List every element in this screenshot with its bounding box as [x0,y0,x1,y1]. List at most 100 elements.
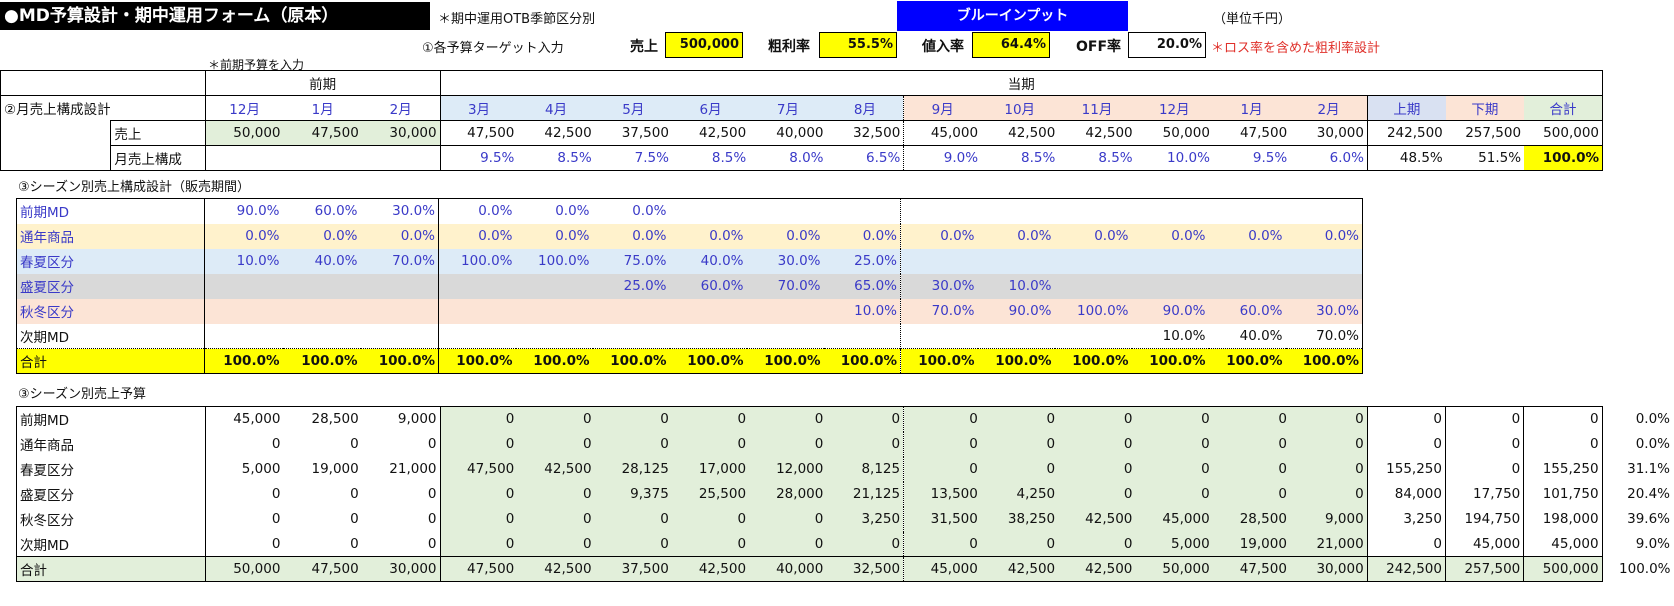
season-mix-cell: 40.0% [669,248,747,274]
sales-cell: 500,000 [1524,120,1604,146]
budget-cell: 0 [1058,456,1136,482]
season-mix-cell [592,298,670,324]
season-mix-cell [204,323,283,349]
budget-label: 盛夏区分 [16,481,206,507]
season-mix-cell: 30.0% [746,248,824,274]
season-mix-cell [515,273,593,299]
season-mix-total-cell: 100.0% [900,348,978,374]
off-rate-input[interactable]: 20.0% [1128,32,1206,58]
budget-cell: 0 [517,481,595,507]
budget-cell: 0 [439,431,518,457]
budget-cell: 5,000 [1135,531,1213,557]
month-header: 9月 [903,95,982,121]
budget-cell: 9,000 [1289,506,1368,532]
season-mix-cell: 0.0% [360,223,439,249]
budget-total-cell: 47,500 [283,556,362,582]
budget-cell: 45,000 [204,406,284,432]
budget-cell: 0 [350,486,359,502]
monthly-section-label: ②月売上構成設計 [0,95,206,121]
budget-total-cell: 42,500 [517,556,595,582]
season-mix-cell [1285,198,1363,224]
month-header: 12月 [1135,95,1213,121]
budget-cell: 25,500 [671,481,750,507]
budget-cell: 0 [517,531,595,557]
season-mix-table: 前期MD 90.0% 60.0% 30.0% 0.0% 0.0% 0.0% 通年商品 0.0% 0… [16,198,1363,374]
budget-cell: 0 [826,431,904,457]
season-note: ＊期中運用OTB季節区分別 [438,12,596,27]
season-mix-cell: 30.0% [1285,298,1363,324]
sales-target-input[interactable]: 500,000 [665,32,743,58]
season-mix-cell [516,324,593,349]
season-mix-total-cell: 100.0% [282,348,361,374]
season-mix-cell: 0.0% [438,223,516,249]
month-header: 10月 [981,95,1059,121]
season-mix-total-cell: 100.0% [1208,348,1286,374]
budget-cell: 0 [1135,406,1213,432]
budget-total-cell: 47,500 [1212,556,1290,582]
budget-total-cell: 50,000 [1135,556,1213,582]
budget-cell: 28,125 [594,456,672,482]
budget-cell: 0 [903,406,981,432]
sales-cell: 40,000 [749,120,827,146]
budget-cell: 0 [427,436,437,452]
budget-cell: 0 [427,486,437,502]
budget-cell: 3,250 [826,506,904,532]
budget-cell: 0 [427,511,437,527]
budget-cell: 21,000 [389,461,437,477]
sales-cell: 30,000 [1290,120,1368,146]
month-header: 11月 [1058,95,1136,121]
season-mix-row: 通年商品 0.0% 0.0% 0.0% 0.0% 0.0% 0.0% 0.0% 0.0% 0.0%… [16,223,1363,249]
ratio-cell [204,145,284,171]
budget-cell: 0 [980,531,1059,557]
season-mix-total-cell: 100.0% [592,348,670,374]
prev-budget-note: ＊前期予算を入力 [208,58,305,72]
season-mix-cell [361,324,439,349]
budget-total-label: 合計 [16,556,206,582]
sales-target-label: 売上 [630,39,658,55]
season-mix-cell [360,273,439,299]
month-header: 下期 [1445,95,1525,121]
budget-cell: 0.0% [1635,411,1670,427]
budget-cell: 31,500 [903,506,981,532]
season-mix-cell [1054,198,1132,224]
markup-rate-input[interactable]: 64.4% [972,32,1050,58]
budget-cell: 0 [204,481,284,507]
season-mix-cell: 30.0% [900,273,978,299]
season-mix-cell [746,198,824,224]
season-mix-cell: 0.0% [669,223,747,249]
budget-cell: 0 [980,406,1059,432]
ratio-cell: 8.5% [981,145,1059,171]
season-mix-cell: 70.0% [900,298,978,324]
season-mix-cell [1208,273,1286,299]
sales-cell: 37,500 [594,120,672,146]
season-mix-cell: 0.0% [1131,223,1209,249]
budget-cell: 0 [826,406,904,432]
season-mix-total-label: 合計 [16,348,205,374]
month-header: 1月 [283,95,362,121]
season-mix-total-cell: 100.0% [823,348,901,374]
season-mix-cell: 60.0% [1208,298,1286,324]
budget-cell: 0 [1058,406,1136,432]
budget-cell: 12,000 [749,456,827,482]
ratio-cell: 51.5% [1445,145,1525,171]
sales-row-label: 売上 [110,120,206,146]
ratio-cell: 9.5% [439,145,518,171]
budget-cell: 0 [517,506,595,532]
season-mix-cell: 100.0% [1054,298,1132,324]
monthly-sales-table: 前期 当期 ②月売上構成設計 12月 1月 2月 3月 4月 5月 6月 7月 8月 9月 10月 1… [0,70,1604,171]
season-mix-total-cell: 100.0% [669,348,747,374]
budget-cell: 28,500 [283,406,362,432]
budget-cell: 20.4% [1627,486,1670,502]
gross-margin-input[interactable]: 55.5% [819,32,897,58]
season-mix-cell: 90.0% [204,198,283,224]
season-mix-total-cell: 100.0% [977,348,1055,374]
budget-cell: 17,750 [1445,481,1525,507]
sales-cell: 42,500 [671,120,750,146]
budget-label: 通年商品 [16,431,206,457]
budget-cell: 0 [204,531,284,557]
ratio-cell: 7.5% [594,145,672,171]
season-mix-cell: 75.0% [592,248,670,274]
budget-cell: 0 [1058,531,1136,557]
season-mix-row: 盛夏区分 25.0% 60.0% 70.0% 65.0% 30.0% 10.0% [16,273,1363,299]
budget-cell: 0 [1135,481,1213,507]
